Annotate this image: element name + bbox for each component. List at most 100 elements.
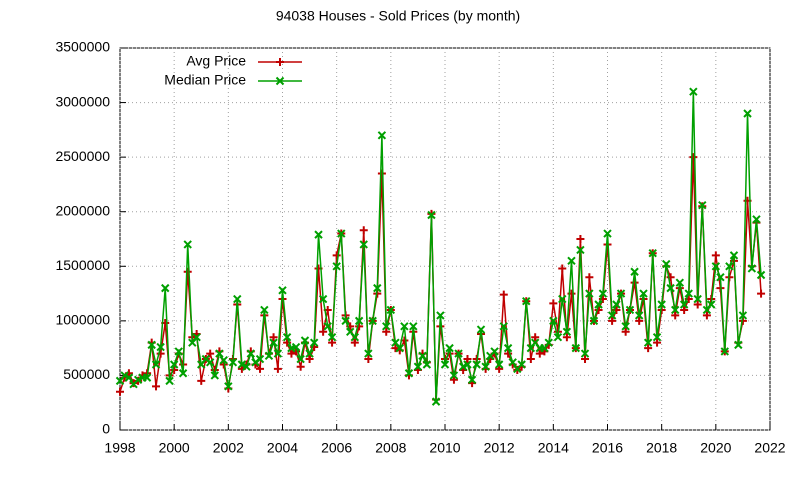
point-marker xyxy=(625,305,635,315)
point-marker xyxy=(350,333,360,342)
point-marker xyxy=(689,153,698,162)
point-marker xyxy=(711,251,720,260)
point-marker xyxy=(242,362,251,371)
point-marker xyxy=(255,354,265,364)
point-marker xyxy=(382,322,391,331)
point-marker xyxy=(350,338,359,347)
point-marker xyxy=(427,210,436,220)
point-marker xyxy=(373,283,382,293)
x-tick-label: 2008 xyxy=(375,440,406,456)
point-marker xyxy=(522,297,531,306)
point-marker xyxy=(233,294,242,304)
point-marker xyxy=(269,333,278,342)
point-marker xyxy=(621,322,630,331)
y-tick-label: 500000 xyxy=(63,366,110,382)
y-tick-label: 1000000 xyxy=(55,312,110,328)
point-marker xyxy=(318,294,328,304)
point-marker xyxy=(598,289,608,298)
point-marker xyxy=(152,382,161,391)
point-marker xyxy=(671,311,680,320)
point-marker xyxy=(463,355,472,364)
point-marker xyxy=(567,256,576,266)
point-marker xyxy=(757,289,766,298)
point-marker xyxy=(463,360,472,369)
point-marker xyxy=(743,109,752,118)
point-marker xyxy=(219,355,228,365)
point-marker xyxy=(494,360,504,369)
point-marker xyxy=(725,262,734,271)
point-marker xyxy=(553,333,563,342)
x-tick-label: 2012 xyxy=(484,440,515,456)
point-marker xyxy=(454,349,463,358)
point-marker xyxy=(504,349,513,358)
point-marker xyxy=(151,360,161,369)
point-marker xyxy=(215,349,224,358)
point-marker xyxy=(594,305,603,314)
x-tick-label: 1998 xyxy=(104,440,135,456)
point-marker xyxy=(337,229,346,238)
point-marker xyxy=(612,300,621,309)
point-marker xyxy=(228,358,238,367)
point-marker xyxy=(354,316,364,326)
point-marker xyxy=(698,200,707,210)
point-marker xyxy=(296,354,305,364)
point-marker xyxy=(269,338,278,347)
point-marker xyxy=(377,131,387,140)
point-marker xyxy=(589,316,599,326)
point-marker xyxy=(124,373,134,382)
point-marker xyxy=(332,262,341,271)
point-marker xyxy=(711,262,721,271)
point-marker xyxy=(436,311,445,320)
x-tick-label: 2022 xyxy=(754,440,785,456)
point-marker xyxy=(679,300,689,309)
point-marker xyxy=(332,251,341,260)
point-marker xyxy=(206,349,215,358)
point-marker xyxy=(395,343,404,353)
point-marker xyxy=(210,371,219,380)
point-marker xyxy=(183,267,192,276)
point-marker xyxy=(161,283,170,293)
legend-label: Median Price xyxy=(164,72,246,88)
x-tick-label: 2000 xyxy=(159,440,190,456)
point-marker xyxy=(603,229,612,238)
point-marker xyxy=(296,362,305,371)
point-marker xyxy=(458,362,468,371)
point-marker xyxy=(499,322,508,331)
point-marker xyxy=(585,273,594,282)
point-marker xyxy=(738,311,748,320)
point-marker xyxy=(386,305,396,315)
x-tick-label: 2016 xyxy=(592,440,623,456)
point-marker xyxy=(693,300,702,309)
point-marker xyxy=(440,360,450,369)
point-marker xyxy=(662,259,671,269)
y-tick-label: 0 xyxy=(102,421,110,437)
x-tick-label: 2018 xyxy=(646,440,677,456)
point-marker xyxy=(635,316,644,325)
point-marker xyxy=(531,333,540,342)
point-marker xyxy=(278,286,287,295)
point-marker xyxy=(116,387,124,396)
point-marker xyxy=(431,397,441,406)
point-marker xyxy=(276,58,284,66)
point-marker xyxy=(643,338,653,347)
point-marker xyxy=(282,333,292,342)
point-marker xyxy=(621,327,630,336)
point-marker xyxy=(341,316,350,326)
point-marker xyxy=(648,248,657,258)
point-marker xyxy=(562,327,572,336)
point-marker xyxy=(273,349,283,358)
point-marker xyxy=(133,375,143,385)
point-marker xyxy=(197,376,206,385)
point-marker xyxy=(517,360,526,369)
point-marker xyxy=(409,322,418,331)
point-marker xyxy=(273,364,282,373)
point-marker xyxy=(585,289,594,298)
point-marker xyxy=(689,87,698,96)
point-marker xyxy=(576,235,585,243)
point-marker xyxy=(616,289,626,298)
point-marker xyxy=(549,316,558,326)
point-marker xyxy=(630,267,639,276)
y-tick-label: 1500000 xyxy=(55,257,110,273)
point-marker xyxy=(576,245,585,255)
